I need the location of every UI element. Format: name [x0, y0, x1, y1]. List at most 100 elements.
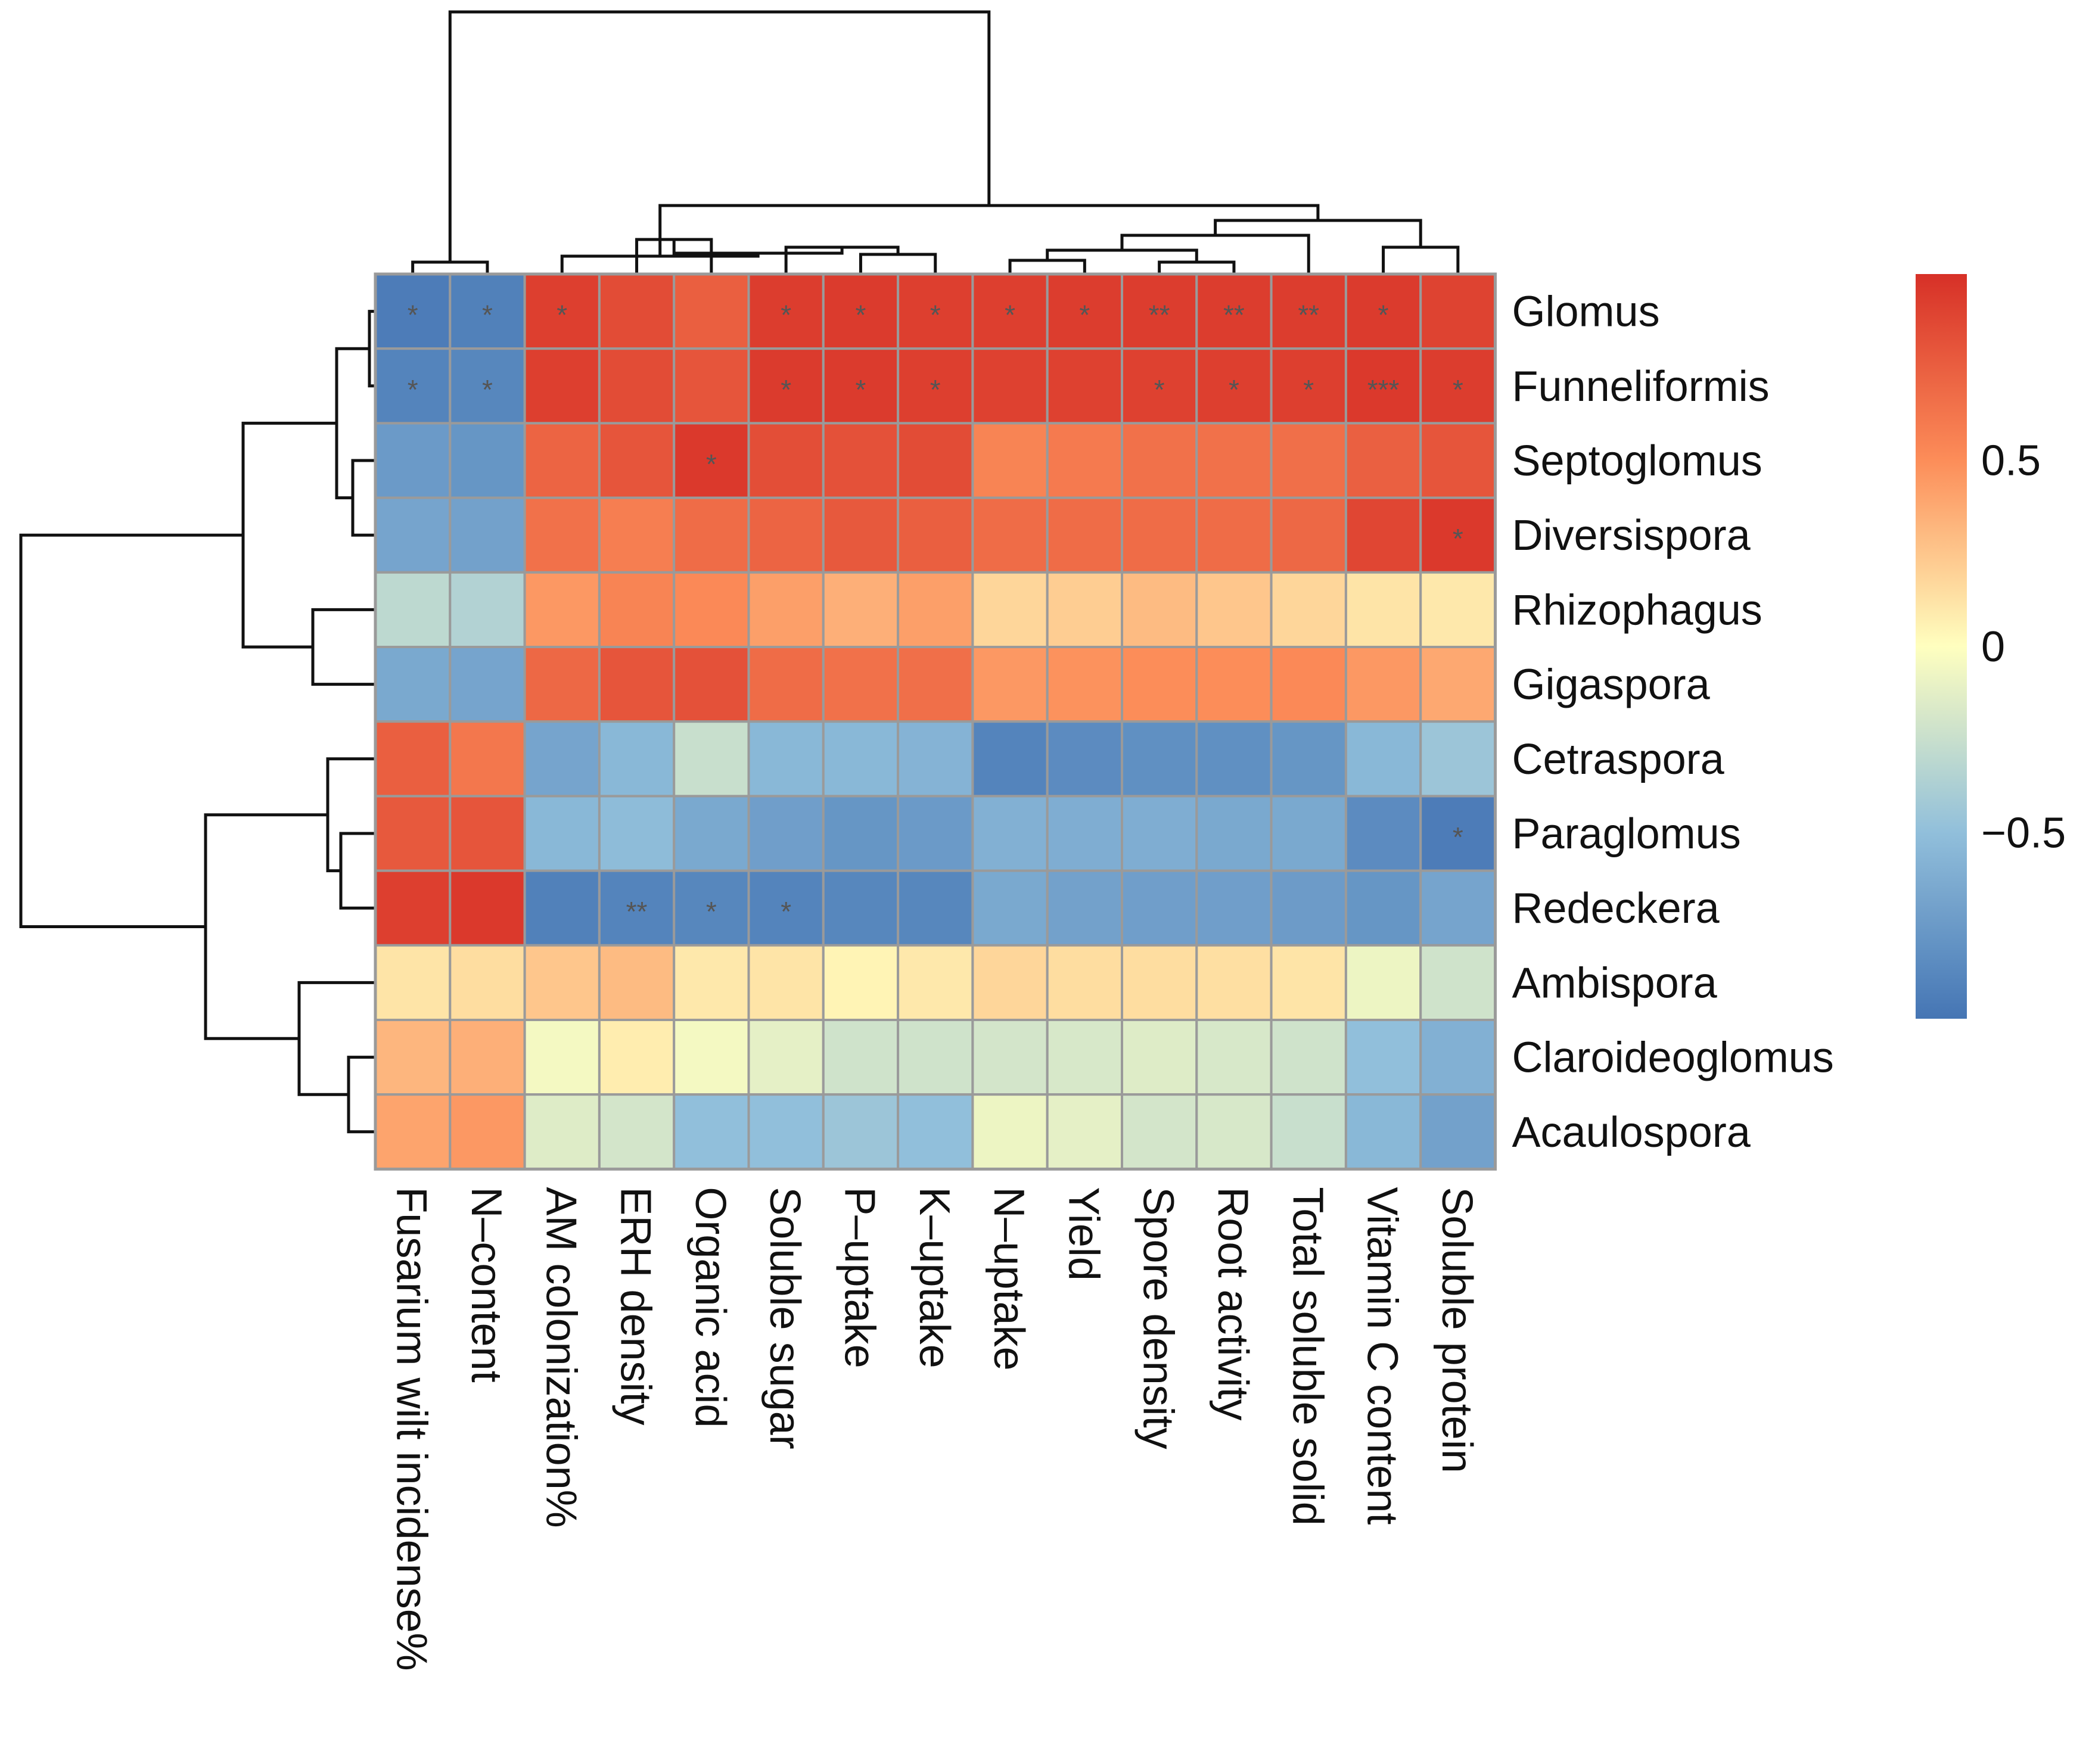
heatmap-cell [1046, 795, 1123, 872]
row-label: Funneliformis [1512, 363, 1770, 410]
heatmap-cell [374, 646, 452, 723]
heatmap-cell [598, 646, 676, 723]
heatmap-cell [1046, 347, 1123, 425]
row-label: Diversispora [1512, 512, 1751, 559]
heatmap-cell [449, 720, 526, 798]
heatmap-cell [523, 795, 601, 872]
significance-mark: * [482, 374, 493, 405]
heatmap-cell [747, 1093, 825, 1171]
heatmap-cell [822, 944, 900, 1022]
heatmap-cell [822, 869, 900, 947]
row-labels: Glomus Funneliformis Septoglomus Diversispo… [1512, 288, 1834, 1156]
heatmap-cell [971, 496, 1049, 574]
column-label: K–uptake [910, 1187, 958, 1368]
heatmap-cell [971, 571, 1049, 648]
significance-mark: * [1079, 300, 1090, 331]
heatmap-cell [673, 496, 750, 574]
heatmap-cell [1046, 273, 1123, 350]
heatmap-cell [1121, 347, 1198, 425]
heatmap-cell [1419, 571, 1497, 648]
heatmap-cell [822, 1019, 900, 1096]
heatmap-cell [747, 944, 825, 1022]
significance-mark: * [930, 374, 941, 405]
row-label: Acaulospora [1512, 1109, 1751, 1156]
heatmap-cell [897, 1093, 974, 1171]
heatmap-cell [747, 795, 825, 872]
heatmap-cell [449, 496, 526, 574]
heatmap-cell [747, 347, 825, 425]
heatmap-cell [1270, 273, 1347, 350]
heatmap-cell [1046, 422, 1123, 499]
heatmap-cell [673, 1019, 750, 1096]
heatmap-cell [1121, 944, 1198, 1022]
column-label: AM colonization% [537, 1187, 585, 1527]
heatmap-cell [1344, 869, 1422, 947]
significance-mark: * [1453, 822, 1463, 853]
column-label: P–uptake [835, 1187, 883, 1368]
heatmap-cell [673, 1093, 750, 1171]
column-label: Vitamin C content [1359, 1187, 1406, 1525]
heatmap-cell [523, 571, 601, 648]
heatmap-cell [449, 1093, 526, 1171]
heatmap-cell [598, 1019, 676, 1096]
heatmap-cell [1046, 1093, 1123, 1171]
significance-mark: * [781, 896, 791, 927]
significance-mark: * [1005, 300, 1015, 331]
heatmap-cell [1195, 1093, 1273, 1171]
heatmap-border [374, 272, 1497, 1171]
significance-mark: ** [626, 896, 648, 927]
heatmap-cell [374, 571, 452, 648]
heatmap-cell [1121, 273, 1198, 350]
significance-mark: * [706, 449, 717, 480]
heatmap-cell [449, 646, 526, 723]
heatmap-cell [1121, 1093, 1198, 1171]
heatmap-cell [822, 571, 900, 648]
heatmap-cell [374, 1019, 452, 1096]
heatmap-cell [449, 869, 526, 947]
color-legend-bar [1916, 274, 1967, 1019]
heatmap-cell [747, 1019, 825, 1096]
heatmap-cell [673, 720, 750, 798]
heatmap-cell [822, 720, 900, 798]
heatmap-cell [598, 944, 676, 1022]
heatmap-cell [1046, 1019, 1123, 1096]
row-label: Cetraspora [1512, 736, 1725, 783]
heatmap-cell [523, 1019, 601, 1096]
column-label: Soluble sugar [761, 1187, 809, 1449]
heatmap-cell [598, 347, 676, 425]
significance-mark: * [1453, 374, 1463, 405]
heatmap-cell [1270, 720, 1347, 798]
heatmap-cell [1419, 496, 1497, 574]
heatmap-cell [971, 1093, 1049, 1171]
heatmap-cell [1270, 347, 1347, 425]
heatmap-cell [449, 1019, 526, 1096]
heatmap-cell [1046, 646, 1123, 723]
column-label: ERH density [612, 1187, 660, 1425]
heatmap-cell [1195, 496, 1273, 574]
heatmap-cell [747, 571, 825, 648]
heatmap-cell [1344, 1019, 1422, 1096]
significance-mark: * [1229, 374, 1239, 405]
column-label: Yield [1059, 1187, 1107, 1280]
heatmap-cell [449, 347, 526, 425]
heatmap-cell [1121, 571, 1198, 648]
column-label: N–uptake [985, 1187, 1033, 1370]
row-label: Septoglomus [1512, 437, 1762, 485]
column-label: N–content [462, 1187, 510, 1382]
heatmap-cell [897, 869, 974, 947]
significance-mark: * [781, 374, 791, 405]
heatmap-cell [1344, 496, 1422, 574]
column-label: Soluble protein [1433, 1187, 1481, 1473]
heatmap-cell [1195, 422, 1273, 499]
heatmap-cell [523, 347, 601, 425]
heatmap-cell [897, 646, 974, 723]
heatmap-cell [897, 720, 974, 798]
heatmap-cell [971, 869, 1049, 947]
heatmap-cell [598, 422, 676, 499]
significance-mark: * [855, 374, 866, 405]
heatmap-cell [1419, 944, 1497, 1022]
heatmap-cell [897, 347, 974, 425]
heatmap-cell [1046, 869, 1123, 947]
heatmap-cell [1419, 1093, 1497, 1171]
